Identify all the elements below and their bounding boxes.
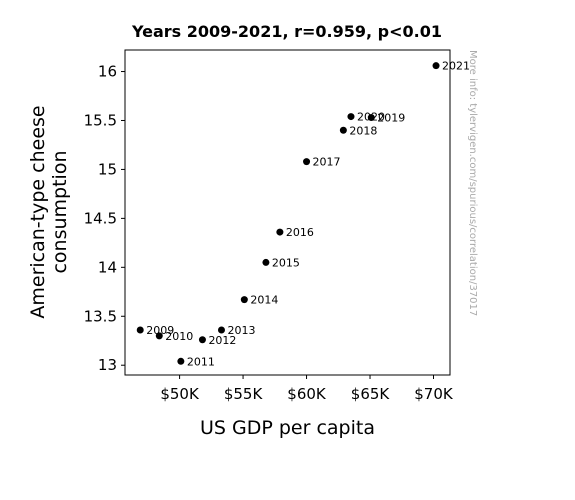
watermark: More info: tylervigen.com/spurious/corre… — [467, 50, 478, 316]
y-axis: 13 13.5 14 14.5 15 15.5 16 — [84, 63, 125, 374]
x-tick-label: $65K — [351, 385, 391, 403]
data-point — [217, 326, 225, 334]
data-point-label: 2020 — [357, 111, 385, 124]
data-point-label: 2010 — [165, 330, 193, 343]
y-axis-label-line-2: consumption — [49, 150, 71, 273]
y-tick-label: 16 — [98, 63, 117, 81]
y-tick-label: 13.5 — [84, 307, 117, 325]
chart-title: Years 2009-2021, r=0.959, p<0.01 — [131, 22, 442, 41]
data-point — [177, 357, 185, 365]
data-point-label: 2012 — [208, 334, 236, 347]
data-point-label: 2018 — [349, 124, 377, 137]
data-point-label: 2015 — [272, 256, 300, 269]
data-point — [198, 336, 206, 344]
y-axis-label-line-1: American-type cheese — [27, 105, 49, 318]
plot-frame — [124, 49, 451, 376]
data-point — [136, 326, 144, 334]
x-tick-label: $55K — [224, 385, 264, 403]
y-tick-label: 15.5 — [84, 111, 117, 129]
data-point — [432, 62, 440, 70]
data-point — [347, 113, 355, 121]
data-point-label: 2017 — [313, 156, 341, 169]
data-point-label: 2021 — [442, 60, 470, 73]
y-tick-label: 13 — [98, 356, 117, 374]
x-tick-label: $50K — [160, 385, 200, 403]
data-point-label: 2013 — [227, 324, 255, 337]
data-point — [155, 332, 163, 340]
y-axis-label: American-type cheese consumption — [27, 105, 71, 318]
x-axis-label: US GDP per capita — [200, 417, 375, 439]
data-point-label: 2009 — [146, 324, 174, 337]
x-axis: $50K $55K $60K $65K $70K — [160, 375, 454, 403]
data-point-label: 2019 — [377, 112, 405, 125]
x-tick-label: $60K — [287, 385, 327, 403]
data-point — [367, 114, 375, 122]
x-tick-label: $70K — [414, 385, 454, 403]
y-tick-label: 14 — [98, 258, 117, 276]
data-point — [339, 126, 347, 134]
y-tick-label: 14.5 — [84, 209, 117, 227]
data-point-label: 2016 — [286, 226, 314, 239]
data-point — [303, 158, 311, 166]
data-point — [262, 258, 270, 266]
data-point-label: 2011 — [187, 355, 215, 368]
data-point-label: 2014 — [250, 294, 278, 307]
data-point — [240, 296, 248, 304]
y-tick-label: 15 — [98, 160, 117, 178]
data-point — [276, 228, 284, 236]
watermark-text: More info: tylervigen.com/spurious/corre… — [467, 50, 478, 316]
